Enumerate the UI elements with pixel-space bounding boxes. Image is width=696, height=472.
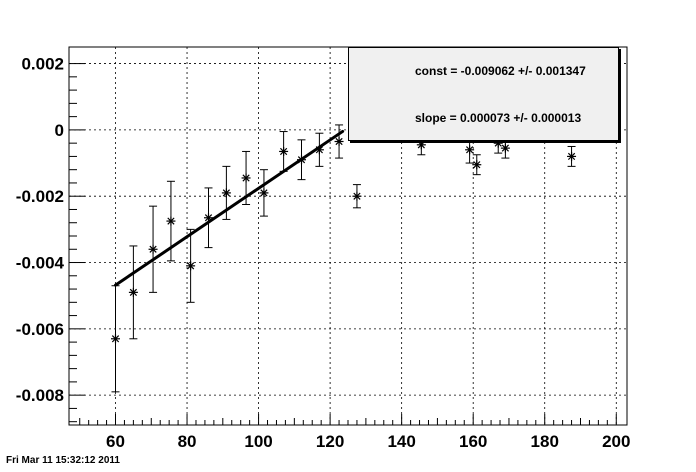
data-point	[221, 165, 231, 220]
x-tick-label: 200	[602, 432, 630, 451]
y-tick-label: -0.006	[16, 320, 64, 339]
star-marker	[501, 144, 510, 152]
x-tick-label: 80	[178, 432, 197, 451]
star-marker	[167, 217, 175, 225]
minor-ticks	[69, 63, 617, 425]
data-point	[567, 145, 577, 167]
star-marker	[567, 152, 576, 161]
x-tick-label: 160	[459, 432, 487, 451]
x-tick-label: 180	[531, 432, 559, 451]
x-tick-label: 120	[316, 432, 344, 451]
star-marker	[111, 335, 120, 343]
data-point	[186, 228, 196, 303]
data-point	[297, 139, 306, 181]
y-tick-label: 0	[55, 121, 64, 140]
star-marker	[186, 262, 195, 270]
data-point	[204, 187, 213, 249]
star-marker	[473, 161, 481, 169]
slope-stat: slope = 0.000073 +/- 0.000013	[415, 111, 582, 125]
star-marker	[260, 189, 268, 197]
timestamp-footer: Fri Mar 11 15:32:12 2011	[6, 455, 120, 466]
star-marker	[279, 147, 288, 156]
star-marker	[315, 146, 324, 154]
data-point	[128, 245, 138, 340]
data-point	[314, 132, 324, 167]
data-point	[352, 184, 362, 209]
star-marker	[335, 137, 343, 146]
star-marker	[465, 146, 474, 154]
y-tick-label: -0.002	[16, 187, 64, 206]
star-marker	[149, 245, 157, 253]
data-point	[334, 124, 344, 159]
data-point	[279, 131, 289, 172]
star-marker	[129, 288, 138, 296]
star-marker	[494, 139, 502, 147]
data-point	[259, 169, 269, 217]
data-point	[111, 285, 120, 393]
y-tick-label: -0.008	[16, 386, 64, 405]
x-tick-labels: 60 80 100 120 140 160 180 200	[106, 432, 630, 451]
star-marker	[222, 189, 231, 197]
x-tick-label: 100	[244, 432, 272, 451]
star-marker	[353, 192, 361, 200]
y-tick-label: 0.002	[21, 55, 64, 74]
fit-stats-box: const = -0.009062 +/- 0.001347 slope = 0…	[348, 47, 619, 141]
y-tick-labels: 0.002 0 -0.002 -0.004 -0.006 -0.008	[16, 55, 65, 406]
data-point	[148, 205, 158, 293]
star-marker	[417, 141, 425, 149]
data-point	[241, 150, 251, 205]
star-marker	[297, 156, 306, 164]
star-marker	[242, 174, 250, 182]
data-points	[111, 124, 577, 393]
star-marker	[204, 214, 213, 222]
data-point	[472, 154, 482, 176]
y-tick-label: -0.004	[16, 254, 65, 273]
x-tick-label: 140	[387, 432, 415, 451]
data-point	[166, 180, 176, 262]
x-tick-label: 60	[106, 432, 125, 451]
data-point	[500, 137, 510, 159]
const-stat: const = -0.009062 +/- 0.001347	[415, 64, 586, 78]
